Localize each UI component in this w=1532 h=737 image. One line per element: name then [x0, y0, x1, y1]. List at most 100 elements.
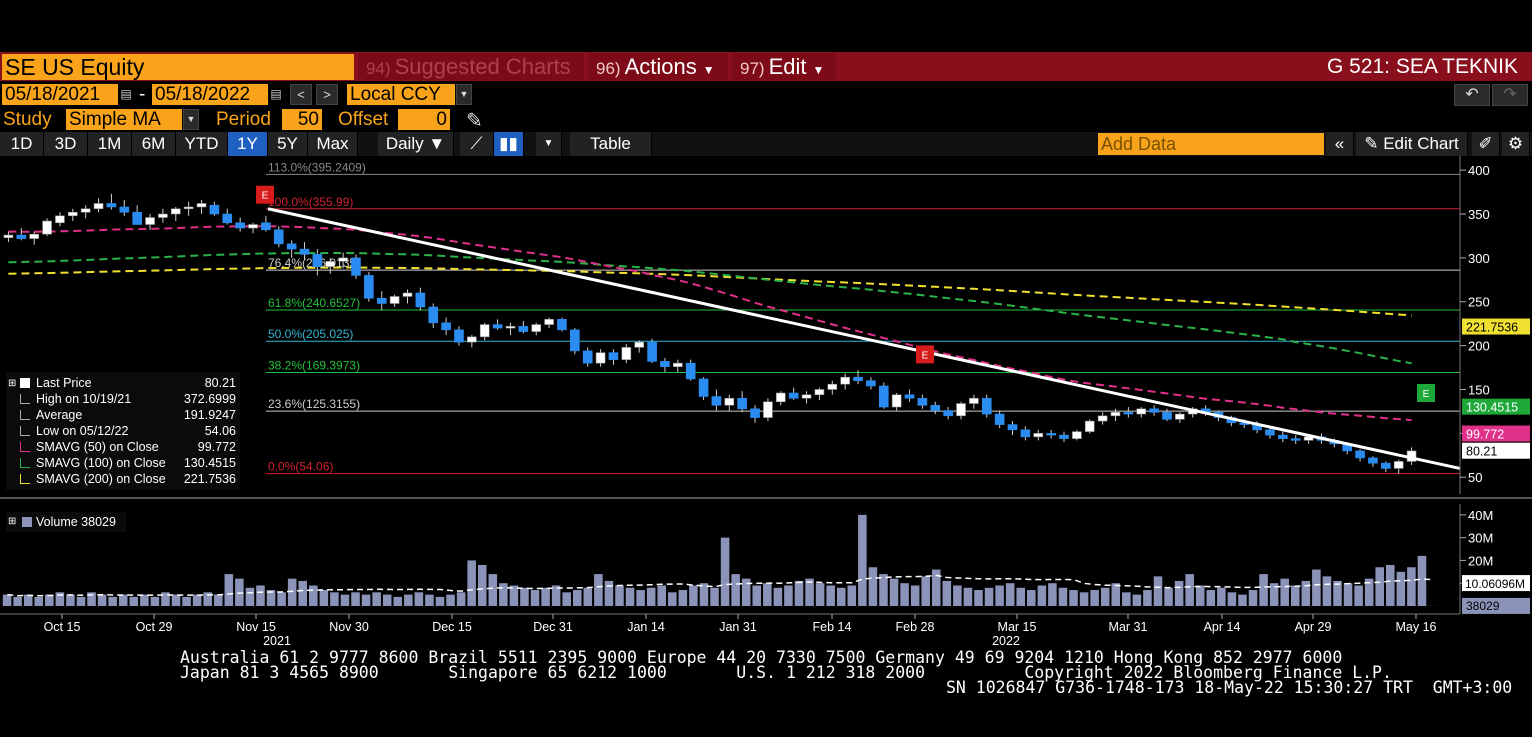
volume-bar: [889, 578, 899, 606]
volume-bar: [942, 580, 952, 606]
volume-bar: [446, 594, 455, 606]
calendar-icon[interactable]: ▤: [120, 87, 132, 101]
offset-input[interactable]: 0: [398, 109, 450, 130]
edit-menu[interactable]: 97) Edit ▼: [732, 53, 836, 80]
time-axis-tick-label: Mar 15: [998, 620, 1037, 634]
chevron-down-icon[interactable]: ▼: [456, 84, 472, 105]
volume-bar: [235, 578, 244, 606]
range-tab-1m[interactable]: 1M: [88, 132, 132, 156]
volume-bar: [319, 590, 329, 606]
candle-body: [325, 261, 336, 267]
candle-body: [454, 329, 464, 343]
candle-body: [312, 254, 323, 267]
offset-label: Offset: [338, 109, 389, 130]
line-chart-icon[interactable]: ⟋: [460, 132, 494, 156]
volume-bar: [689, 585, 698, 606]
add-data-input[interactable]: Add Data: [1098, 133, 1324, 155]
redo-icon[interactable]: ↷: [1492, 84, 1528, 106]
undo-icon[interactable]: ↶: [1454, 84, 1490, 106]
candle-body: [1020, 429, 1031, 438]
price-legend: ⊞ Last Price 80.21 High on 10/19/21 372.6999…: [6, 372, 240, 490]
volume-bar: [794, 580, 804, 606]
time-axis-tick-label: Apr 14: [1204, 620, 1241, 634]
volume-bar: [1407, 567, 1416, 606]
time-axis-tick-label: Nov 30: [329, 620, 369, 634]
range-tab-6m[interactable]: 6M: [132, 132, 176, 156]
price-axis-tick-label: 250: [1468, 295, 1490, 310]
volume-bar: [277, 592, 286, 606]
candle-body: [595, 352, 606, 364]
candle-body: [55, 215, 65, 224]
candle-body: [724, 397, 735, 406]
range-tab-3d[interactable]: 3D: [44, 132, 88, 156]
candle-body: [544, 318, 554, 325]
candle-body: [1175, 413, 1185, 420]
time-axis-tick-label: Dec 15: [432, 620, 472, 634]
study-select[interactable]: Simple MA: [66, 109, 182, 130]
range-tab-5y[interactable]: 5Y: [268, 132, 308, 156]
legend-swatch: [20, 410, 30, 420]
legend-swatch: [20, 442, 30, 452]
volume-bar: [583, 587, 593, 606]
fibonacci-label: 113.0%(395.2409): [268, 160, 366, 174]
fibonacci-label: 23.6%(125.3155): [268, 397, 360, 411]
calendar-icon[interactable]: ▤: [270, 87, 282, 101]
candle-body: [634, 341, 645, 348]
chevron-down-icon[interactable]: ▼: [183, 109, 199, 130]
price-axis-tick-label: 350: [1468, 207, 1490, 222]
period-label: Period: [216, 109, 271, 130]
candle-body: [402, 292, 413, 297]
candle-body: [1265, 429, 1275, 436]
range-tab-max[interactable]: Max: [308, 132, 358, 156]
actions-menu[interactable]: 96) Actions ▼: [588, 53, 728, 80]
suggested-charts-menu[interactable]: 94) Suggested Charts: [358, 53, 584, 80]
expand-icon[interactable]: ⊞: [8, 378, 17, 389]
volume-bar: [1280, 578, 1289, 606]
candle-body: [1381, 462, 1391, 469]
volume-axis-tick-label: 40M: [1468, 508, 1493, 523]
end-date-field[interactable]: 05/18/2022: [152, 84, 268, 105]
time-axis-tick-label: Apr 29: [1295, 620, 1332, 634]
table-button[interactable]: Table: [570, 132, 652, 156]
volume-bar: [1079, 592, 1089, 606]
volume-bar: [171, 594, 181, 606]
candlestick-icon[interactable]: ▮▮: [494, 132, 524, 156]
volume-bar: [1111, 583, 1121, 606]
candle-body: [621, 347, 632, 360]
next-period-button[interactable]: >: [316, 84, 338, 105]
currency-select[interactable]: Local CCY: [347, 84, 455, 105]
expand-icon[interactable]: ⊞: [8, 516, 17, 527]
volume-bar: [572, 590, 582, 606]
footer-line-3: SN 1026847 G736-1748-173 18-May-22 15:30…: [946, 678, 1513, 697]
candle-body: [492, 324, 503, 329]
last-volume-tag: [1462, 597, 1530, 614]
candle-body: [840, 376, 850, 385]
range-tab-1d[interactable]: 1D: [0, 132, 44, 156]
volume-bar: [1290, 585, 1300, 606]
annotate-icon[interactable]: ✐: [1472, 132, 1500, 156]
start-date-field[interactable]: 05/18/2021: [2, 84, 118, 105]
candle-body: [1278, 434, 1288, 439]
volume-bar: [879, 574, 888, 606]
candle-body: [994, 413, 1005, 425]
volume-average-line: [7, 574, 1433, 597]
range-tab-ytd[interactable]: YTD: [176, 132, 228, 156]
ticker-field[interactable]: SE US Equity: [2, 54, 354, 80]
time-axis-tick-label: Oct 15: [44, 620, 81, 634]
volume-bar: [1153, 576, 1163, 606]
chart-area[interactable]: 113.0%(395.2409)100.0%(355.99)76.4%(286.…: [0, 156, 1532, 646]
pencil-icon[interactable]: ✎: [466, 110, 483, 132]
range-tab-1y[interactable]: 1Y: [228, 132, 268, 156]
chevron-down-icon[interactable]: ▼: [536, 132, 562, 156]
edit-chart-button[interactable]: ✎ Edit Chart: [1356, 132, 1468, 156]
collapse-icon[interactable]: «: [1326, 132, 1354, 156]
volume-bar: [161, 592, 170, 606]
prev-period-button[interactable]: <: [290, 84, 312, 105]
frequency-select[interactable]: Daily ▼: [378, 132, 454, 156]
period-input[interactable]: 50: [282, 109, 322, 130]
gear-icon[interactable]: ⚙: [1502, 132, 1530, 156]
candle-body: [1072, 431, 1082, 439]
volume-bar: [129, 596, 139, 606]
price-tag: [1462, 442, 1530, 459]
candle-body: [183, 206, 194, 210]
